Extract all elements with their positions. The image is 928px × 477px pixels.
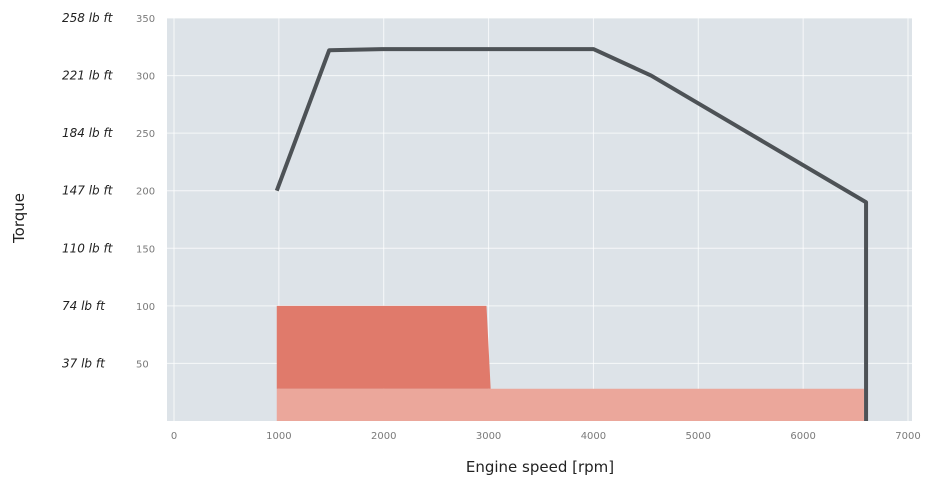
x-axis-title: Engine speed [rpm]	[466, 458, 614, 476]
y-axis-secondary-ticks: 37 lb ft 74 lb ft 110 lb ft 147 lb ft 184 lb…	[62, 11, 114, 370]
y-tick-label: 150	[136, 244, 155, 255]
x-tick-label: 3000	[476, 431, 501, 442]
y-secondary-tick-label: 258 lb ft	[62, 11, 114, 25]
y-secondary-tick-label: 221 lb ft	[62, 69, 114, 83]
x-tick-label: 7000	[895, 431, 920, 442]
x-tick-label: 4000	[581, 431, 606, 442]
y-secondary-tick-label: 110 lb ft	[62, 241, 114, 255]
y-secondary-tick-label: 74 lb ft	[62, 299, 106, 313]
x-tick-label: 1000	[266, 431, 291, 442]
y-secondary-tick-label: 37 lb ft	[62, 356, 106, 370]
x-axis-ticks: 0 1000 2000 3000 4000 5000 6000 7000	[171, 431, 921, 442]
y-tick-label: 200	[136, 187, 155, 198]
torque-area-1	[276, 305, 491, 421]
y-secondary-tick-label: 184 lb ft	[62, 126, 114, 140]
y-tick-label: 350	[136, 14, 155, 25]
y-tick-label: 250	[136, 129, 155, 140]
x-tick-label: 2000	[371, 431, 396, 442]
y-axis-ticks: 50 100 150 200 250 300 350	[136, 14, 155, 370]
x-tick-label: 5000	[686, 431, 711, 442]
y-tick-label: 300	[136, 72, 155, 83]
y-tick-label: 100	[136, 302, 155, 313]
x-tick-label: 0	[171, 431, 177, 442]
y-axis-title: Torque	[10, 193, 28, 244]
torque-line	[274, 47, 869, 421]
y-tick-label: 50	[136, 359, 149, 370]
torque-area-0	[276, 388, 864, 421]
x-tick-label: 6000	[790, 431, 815, 442]
area-series	[276, 305, 864, 421]
torque-curve	[274, 47, 869, 421]
y-secondary-tick-label: 147 lb ft	[62, 184, 114, 198]
